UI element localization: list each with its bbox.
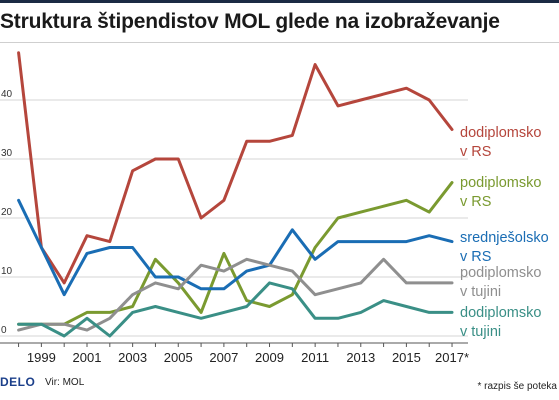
x-tick-label: 2017*	[435, 350, 469, 365]
x-tick-label: 2007	[209, 350, 238, 365]
y-tick-label: 40	[1, 89, 13, 100]
source-note: Vir: MOL	[45, 377, 85, 388]
y-axis-ticks: 0 10 20 30 40	[1, 89, 13, 336]
delo-logo: DELO	[0, 375, 36, 389]
y-tick-label: 0	[1, 325, 7, 336]
series-label-4-line-1: podiplomsko	[460, 265, 541, 281]
series-line-3	[17, 198, 454, 297]
series-label-2-line-2: v RS	[460, 194, 491, 210]
series-label-5-line-1: dodiplomsko	[460, 305, 541, 321]
series-line-5	[17, 281, 454, 338]
series-lines	[17, 51, 454, 338]
x-axis: 1999 2001 2003 2005 2007 2009 2011 2013 2015 2017…	[0, 342, 469, 365]
series-line-2	[17, 181, 454, 326]
y-tick-label: 30	[1, 148, 13, 159]
x-tick-label: 1999	[27, 350, 56, 365]
x-tick-label: 2011	[301, 350, 329, 365]
series-label-4-line-2: v tujini	[460, 284, 501, 300]
x-tick-label: 2009	[255, 350, 284, 365]
y-tick-label: 20	[1, 207, 13, 218]
footnote: * razpis še poteka	[477, 381, 558, 392]
series-label-3-line-1: srednješolsko	[460, 230, 549, 246]
x-tick-label: 2013	[346, 350, 375, 365]
x-tick-label: 2015	[392, 350, 421, 365]
series-label-3-line-2: v RS	[460, 249, 491, 265]
grid-lines	[0, 99, 468, 337]
title-rule	[0, 42, 559, 43]
y-tick-label: 10	[1, 266, 13, 277]
top-rule	[0, 0, 559, 3]
x-tick-label: 2005	[164, 350, 193, 365]
series-line-4	[17, 257, 454, 332]
series-label-1-line-1: dodiplomsko	[460, 125, 541, 141]
x-tick-label: 2001	[73, 350, 102, 365]
chart-title: Struktura štipendistov MOL glede na izob…	[0, 10, 500, 33]
series-label-2-line-1: podiplomsko	[460, 175, 541, 191]
x-tick-label: 2003	[118, 350, 147, 365]
series-label-5-line-2: v tujini	[460, 324, 501, 340]
series-label-1-line-2: v RS	[460, 144, 491, 160]
series-line-1	[17, 51, 454, 285]
